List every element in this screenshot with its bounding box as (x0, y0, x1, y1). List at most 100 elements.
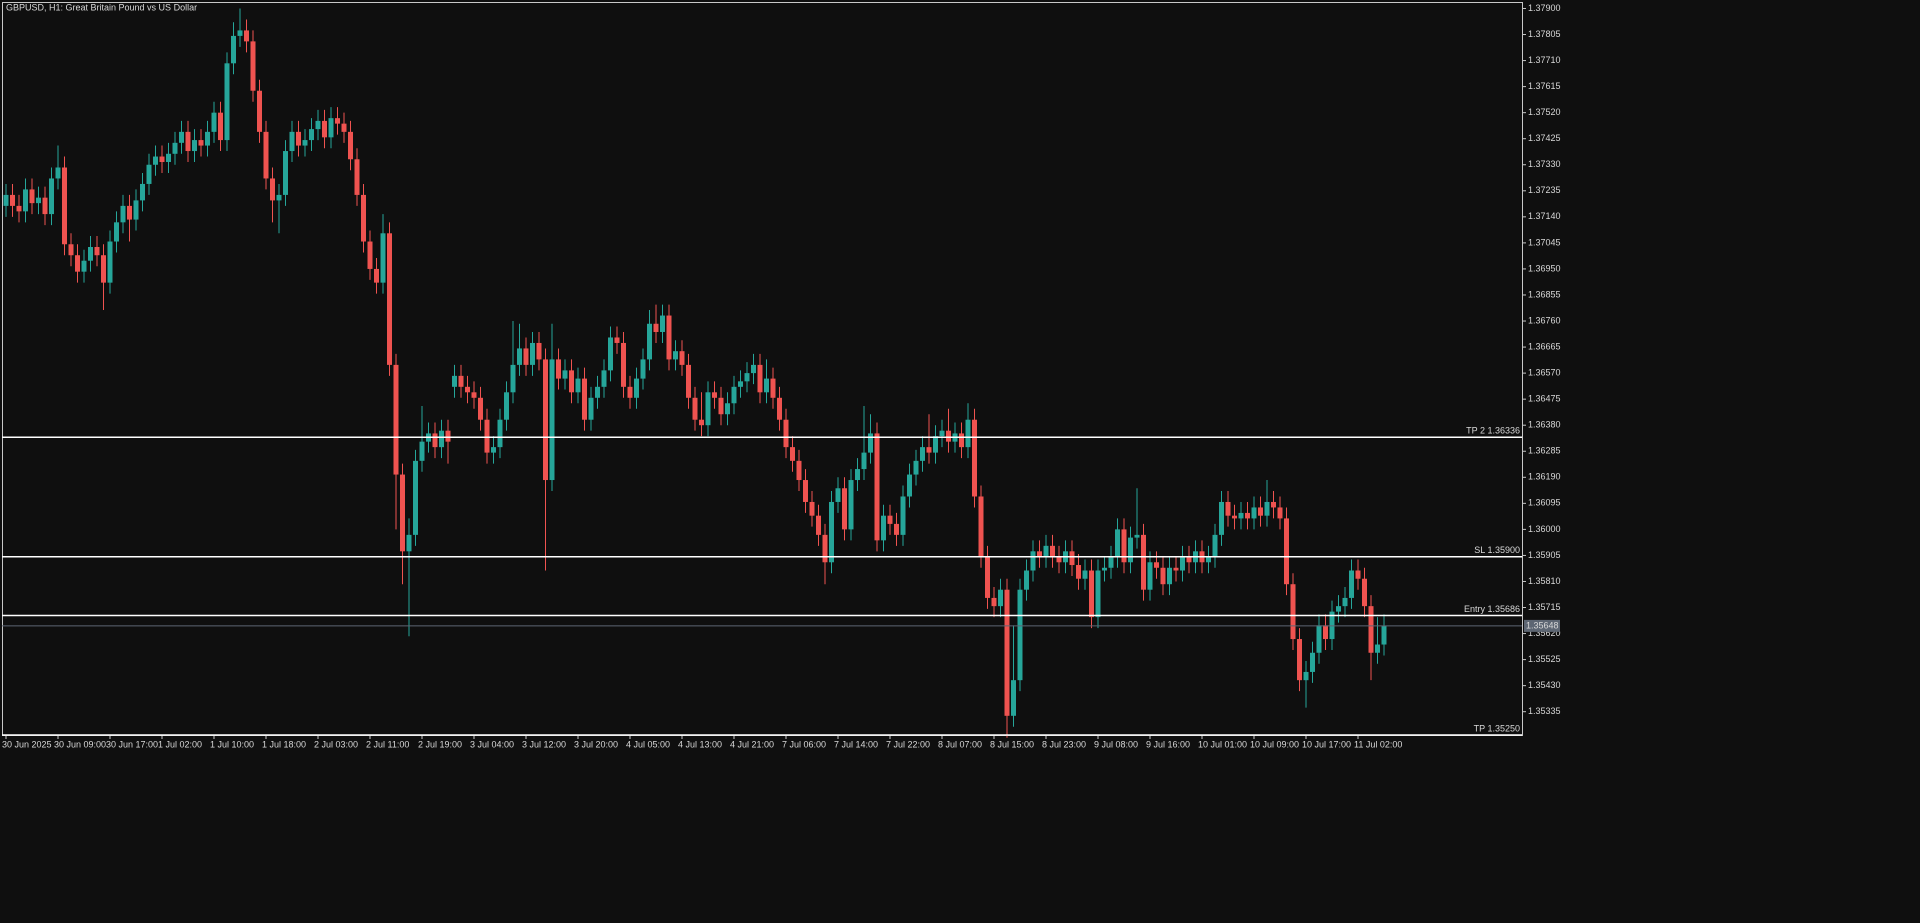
candle-body (783, 419, 789, 448)
candle-body (1095, 570, 1101, 618)
candle-body (432, 433, 438, 448)
candle-body (367, 241, 373, 269)
candle-body (114, 222, 119, 242)
candle-body (1017, 589, 1023, 681)
candle-body (686, 364, 691, 398)
candle-body (1050, 545, 1055, 557)
candle-body (1173, 567, 1179, 571)
candle-body (1024, 570, 1029, 590)
x-tick-label: 2 Jul 11:00 (366, 739, 409, 749)
candle-body (1264, 501, 1270, 516)
candle-body (972, 419, 977, 497)
candle-body (718, 397, 724, 415)
candle-body (1115, 529, 1120, 557)
candle-body (289, 131, 295, 152)
candle-body (458, 375, 464, 387)
candle-body (380, 233, 386, 283)
x-tick-label: 3 Jul 20:00 (574, 739, 618, 749)
candle-body (1108, 556, 1114, 568)
x-tick-label: 2 Jul 03:00 (314, 739, 358, 749)
candle-body (387, 233, 392, 365)
last-price-box (1524, 619, 1560, 632)
y-tick-label: 1.37045 (1528, 237, 1561, 247)
candle-body (1245, 512, 1250, 519)
candle-body (237, 30, 243, 36)
y-tick-label: 1.36095 (1528, 498, 1561, 508)
candle-body (1069, 551, 1075, 566)
candle-body (1186, 556, 1192, 563)
x-tick-label: 1 Jul 02:00 (158, 739, 202, 749)
candle-body (166, 153, 171, 163)
candle-body (283, 151, 288, 195)
candle-body (1329, 611, 1335, 640)
candle-body (393, 364, 399, 475)
candle-body (1277, 507, 1283, 519)
candle-body (1219, 501, 1224, 535)
candle-body (55, 167, 61, 179)
candle-body (361, 194, 366, 242)
candle-body (354, 159, 360, 195)
candle-body (1212, 534, 1218, 557)
x-tick-label: 9 Jul 16:00 (1146, 739, 1190, 749)
candle-body (692, 397, 698, 420)
candle-body (764, 378, 769, 393)
candle-body (926, 447, 932, 453)
x-tick-label: 11 Jul 02:00 (1354, 739, 1402, 749)
candle-body (744, 373, 750, 382)
candle-body (1362, 578, 1367, 607)
y-tick-label: 1.36760 (1528, 315, 1561, 325)
candle-body (484, 419, 490, 453)
candle-body (634, 378, 639, 398)
candle-body (868, 433, 873, 453)
level-label: TP 2 1.36336 (1466, 426, 1520, 436)
candle-body (211, 112, 217, 132)
candle-body (179, 131, 184, 143)
candle-body (244, 30, 249, 42)
x-tick-label: 4 Jul 21:00 (730, 739, 774, 749)
candle-body (855, 469, 860, 481)
candle-body (985, 556, 990, 598)
candle-body (68, 244, 74, 256)
y-tick-label: 1.35715 (1528, 602, 1561, 612)
candle-body (978, 496, 984, 557)
x-tick-label: 8 Jul 07:00 (938, 739, 982, 749)
candle-body (1141, 534, 1146, 590)
candle-body (224, 63, 230, 141)
candle-body (1089, 570, 1094, 618)
candle-body (1147, 562, 1153, 590)
x-tick-label: 4 Jul 13:00 (678, 739, 722, 749)
candle-body (1232, 515, 1237, 519)
candle-body (998, 589, 1003, 607)
candle-body (1368, 606, 1374, 653)
candle-body (653, 323, 659, 332)
candle-body (120, 205, 126, 223)
candle-body (218, 112, 223, 141)
x-tick-label: 3 Jul 04:00 (470, 739, 514, 749)
candle-body (575, 378, 581, 393)
candle-body (1167, 567, 1172, 585)
candle-body (536, 342, 542, 360)
y-tick-label: 1.35620 (1528, 628, 1561, 638)
x-tick-label: 30 Jun 09:00 (54, 739, 106, 749)
candle-body (881, 515, 886, 541)
candle-body (29, 189, 35, 204)
candle-body (491, 447, 496, 453)
candle-body (757, 364, 763, 393)
candle-body (16, 205, 22, 212)
candle-body (302, 140, 308, 146)
x-tick-label: 10 Jul 09:00 (1250, 739, 1299, 749)
candle-body (673, 351, 678, 360)
candle-body (250, 41, 256, 91)
candle-body (1030, 551, 1036, 571)
y-tick-label: 1.36285 (1528, 446, 1561, 456)
candle-body (640, 359, 646, 379)
x-tick-label: 9 Jul 08:00 (1094, 739, 1138, 749)
candle-body (328, 118, 334, 138)
candle-body (848, 480, 854, 530)
candle-body (1271, 501, 1276, 508)
candle-body (913, 460, 919, 475)
candle-body (861, 452, 867, 470)
candle-body (94, 247, 100, 256)
candle-body (1102, 567, 1107, 571)
